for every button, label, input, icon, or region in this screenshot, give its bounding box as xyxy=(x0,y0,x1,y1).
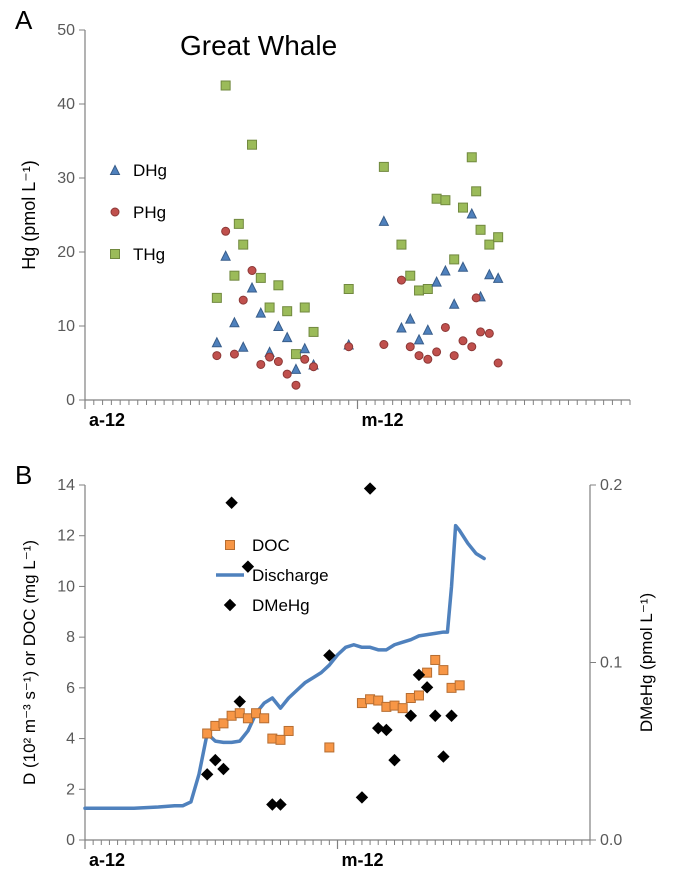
svg-text:4: 4 xyxy=(66,731,75,748)
svg-text:0.0: 0.0 xyxy=(600,832,622,849)
svg-text:DOC: DOC xyxy=(252,536,290,555)
svg-text:m-12: m-12 xyxy=(342,850,384,870)
svg-text:0.1: 0.1 xyxy=(600,655,622,672)
svg-text:30: 30 xyxy=(57,170,75,187)
svg-text:14: 14 xyxy=(57,477,75,494)
svg-text:m-12: m-12 xyxy=(362,410,404,430)
svg-text:0.2: 0.2 xyxy=(600,477,622,494)
svg-text:0: 0 xyxy=(66,392,75,409)
svg-text:20: 20 xyxy=(57,244,75,261)
svg-text:D (10² m⁻³ s⁻¹) or DOC (mg L⁻¹: D (10² m⁻³ s⁻¹) or DOC (mg L⁻¹) xyxy=(20,540,39,785)
svg-text:2: 2 xyxy=(66,781,75,798)
svg-text:a-12: a-12 xyxy=(89,850,125,870)
svg-text:DMeHg: DMeHg xyxy=(252,596,310,615)
svg-text:DMeHg (pmol L⁻¹): DMeHg (pmol L⁻¹) xyxy=(637,593,656,732)
svg-text:THg: THg xyxy=(133,245,165,264)
panel-a-chart: 0 10 20 30 40 50 Hg (pmol L⁻¹) a-12 m-12 DHg PHg TH… xyxy=(0,0,677,440)
svg-text:Hg (pmol L⁻¹): Hg (pmol L⁻¹) xyxy=(19,160,39,270)
svg-text:40: 40 xyxy=(57,96,75,113)
figure-container: A Great Whale B 01020304050Hg (pmol L⁻¹)… xyxy=(0,0,677,895)
svg-text:PHg: PHg xyxy=(133,203,166,222)
svg-text:12: 12 xyxy=(57,528,75,545)
svg-text:6: 6 xyxy=(66,680,75,697)
panel-b-chart: 0 2 4 6 8 10 12 14 D (10² m⁻³ s⁻¹) or DOC (mg L⁻… xyxy=(0,440,677,895)
svg-text:DHg: DHg xyxy=(133,161,167,180)
svg-text:0: 0 xyxy=(66,832,75,849)
svg-text:8: 8 xyxy=(66,629,75,646)
svg-text:50: 50 xyxy=(57,22,75,39)
svg-text:Discharge: Discharge xyxy=(252,566,329,585)
svg-text:a-12: a-12 xyxy=(89,410,125,430)
svg-text:10: 10 xyxy=(57,318,75,335)
svg-text:10: 10 xyxy=(57,578,75,595)
